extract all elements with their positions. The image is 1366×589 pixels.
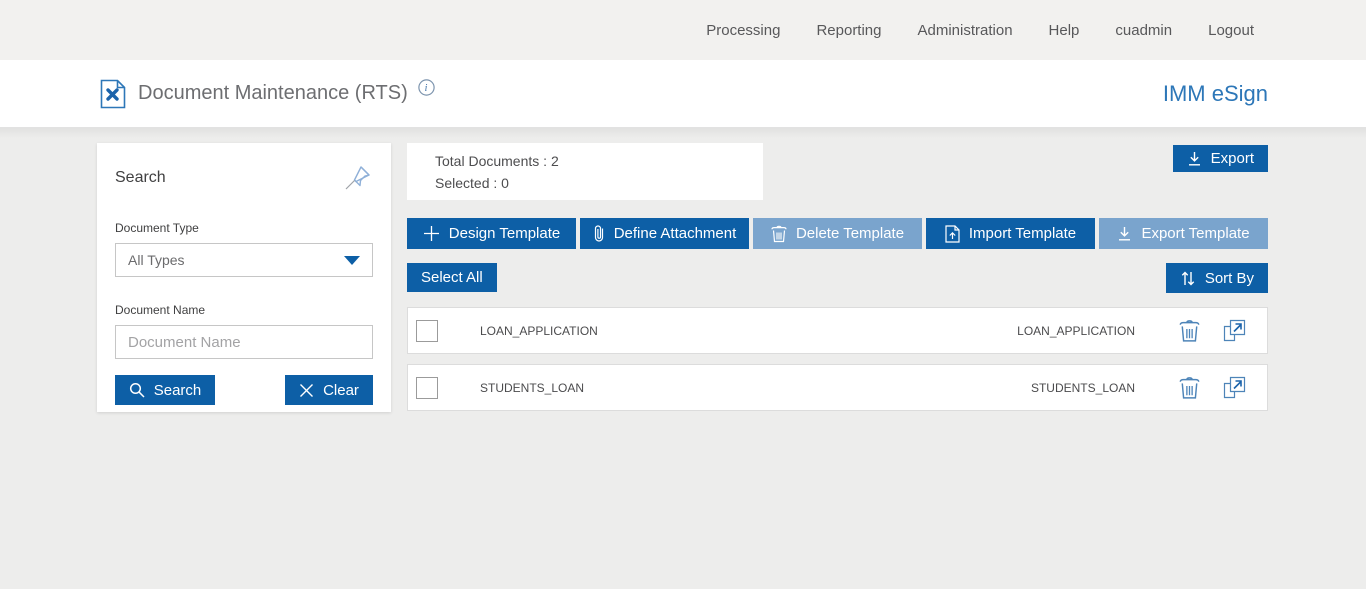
delete-template-button[interactable]: Delete Template (753, 218, 922, 249)
brand-logo: IMM eSign (1162, 80, 1268, 106)
search-icon (129, 382, 145, 398)
document-name-label: Document Name (115, 303, 206, 317)
download-icon (1119, 226, 1131, 240)
page-header: Document Maintenance (RTS) i IMM eSign (0, 60, 1366, 128)
design-template-button[interactable]: Design Template (407, 218, 576, 249)
paperclip-icon (594, 225, 603, 242)
document-x-icon (100, 79, 126, 108)
table-row: LOAN_APPLICATION LOAN_APPLICATION (407, 307, 1268, 354)
page-title: Document Maintenance (RTS) (138, 82, 408, 104)
svg-text:i: i (424, 83, 427, 94)
import-icon (945, 224, 960, 243)
summary-box: Total Documents : 2 Selected : 0 (407, 143, 763, 200)
document-list: LOAN_APPLICATION LOAN_APPLICATION (407, 307, 1268, 421)
document-type-value: All Types (128, 252, 185, 268)
nav-processing[interactable]: Processing (706, 21, 781, 39)
content-area: Search Document Type All Types Document … (0, 128, 1366, 589)
clear-button[interactable]: Clear (285, 375, 373, 405)
search-panel-title: Search (115, 169, 166, 186)
total-documents-text: Total Documents : 2 (435, 152, 559, 169)
table-row: STUDENTS_LOAN STUDENTS_LOAN (407, 364, 1268, 411)
nav-cuadmin[interactable]: cuadmin (1115, 21, 1173, 39)
plus-icon (423, 226, 439, 241)
main-column: Total Documents : 2 Selected : 0 Export … (407, 143, 1268, 589)
top-navigation: Processing Reporting Administration Help… (0, 0, 1366, 60)
open-external-icon[interactable] (1222, 318, 1247, 343)
sort-by-button[interactable]: Sort By (1165, 263, 1268, 293)
export-button[interactable]: Export (1172, 145, 1268, 172)
row-checkbox[interactable] (416, 376, 438, 399)
close-icon (300, 383, 314, 397)
export-template-button[interactable]: Export Template (1099, 218, 1268, 249)
pushpin-icon[interactable] (343, 163, 373, 195)
nav-reporting[interactable]: Reporting (816, 21, 882, 39)
info-icon[interactable]: i (418, 79, 435, 96)
document-name-input[interactable] (115, 325, 373, 359)
nav-help[interactable]: Help (1048, 21, 1080, 39)
download-icon (1188, 151, 1200, 165)
document-type-label: Document Type (115, 221, 199, 235)
search-button[interactable]: Search (115, 375, 215, 405)
delete-icon[interactable] (1179, 319, 1200, 343)
chevron-down-icon (344, 255, 360, 265)
open-external-icon[interactable] (1222, 375, 1247, 400)
sort-arrows-icon (1181, 271, 1195, 285)
row-checkbox[interactable] (416, 319, 438, 342)
nav-logout[interactable]: Logout (1208, 21, 1254, 39)
define-attachment-button[interactable]: Define Attachment (580, 218, 749, 249)
select-all-button[interactable]: Select All (407, 263, 497, 292)
trash-icon (771, 225, 787, 242)
document-type-select[interactable]: All Types (115, 243, 373, 277)
search-panel: Search Document Type All Types Document … (97, 143, 391, 412)
document-template-name: LOAN_APPLICATION (1017, 323, 1135, 338)
list-controls-row: Select All Sort By (407, 263, 1268, 293)
delete-icon[interactable] (1179, 376, 1200, 400)
template-actions-toolbar: Design Template Define Attachment Delete… (407, 218, 1268, 249)
import-template-button[interactable]: Import Template (926, 218, 1095, 249)
document-template-name: STUDENTS_LOAN (1030, 380, 1135, 395)
document-name: STUDENTS_LOAN (480, 380, 585, 395)
document-name: LOAN_APPLICATION (480, 323, 598, 338)
selected-count-text: Selected : 0 (435, 174, 509, 191)
nav-administration[interactable]: Administration (917, 21, 1013, 39)
